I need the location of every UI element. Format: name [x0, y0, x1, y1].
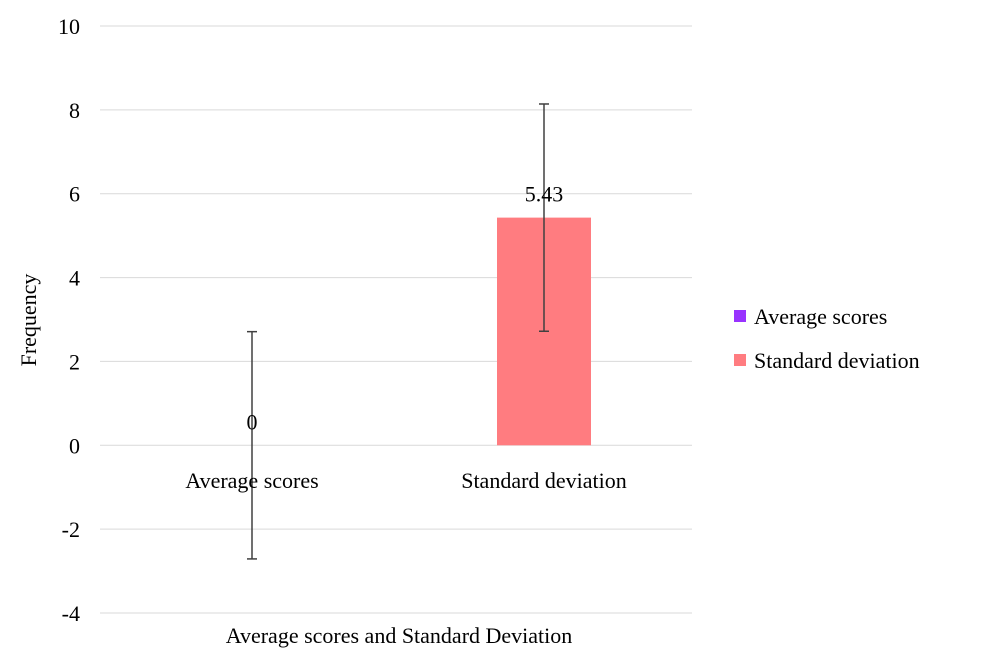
data-label: 5.43 — [525, 182, 564, 207]
y-tick-label: 6 — [69, 182, 80, 207]
x-axis-categories: Average scores Standard deviation — [185, 468, 626, 493]
legend-label: Average scores — [754, 304, 887, 329]
y-tick-label: 0 — [69, 433, 80, 458]
data-labels: 05.43 — [247, 182, 564, 435]
y-tick-label: 8 — [69, 98, 80, 123]
data-label: 0 — [247, 409, 258, 434]
y-tick-label: -4 — [62, 601, 80, 626]
gridlines — [100, 25, 692, 614]
legend: Average scores Standard deviation — [734, 304, 920, 373]
x-category-label: Standard deviation — [461, 468, 627, 493]
y-tick-label: 10 — [58, 14, 80, 39]
x-category-label: Average scores — [185, 468, 318, 493]
legend-swatch — [734, 310, 746, 322]
legend-swatch — [734, 354, 746, 366]
y-tick-label: -2 — [62, 517, 80, 542]
y-tick-label: 2 — [69, 349, 80, 374]
y-axis-ticks: -4 -2 0 2 4 6 8 10 — [58, 14, 80, 626]
x-axis-title: Average scores and Standard Deviation — [226, 623, 573, 648]
y-tick-label: 4 — [69, 266, 80, 291]
y-axis-title: Frequency — [16, 274, 41, 367]
legend-label: Standard deviation — [754, 348, 920, 373]
error-bars — [247, 103, 549, 560]
